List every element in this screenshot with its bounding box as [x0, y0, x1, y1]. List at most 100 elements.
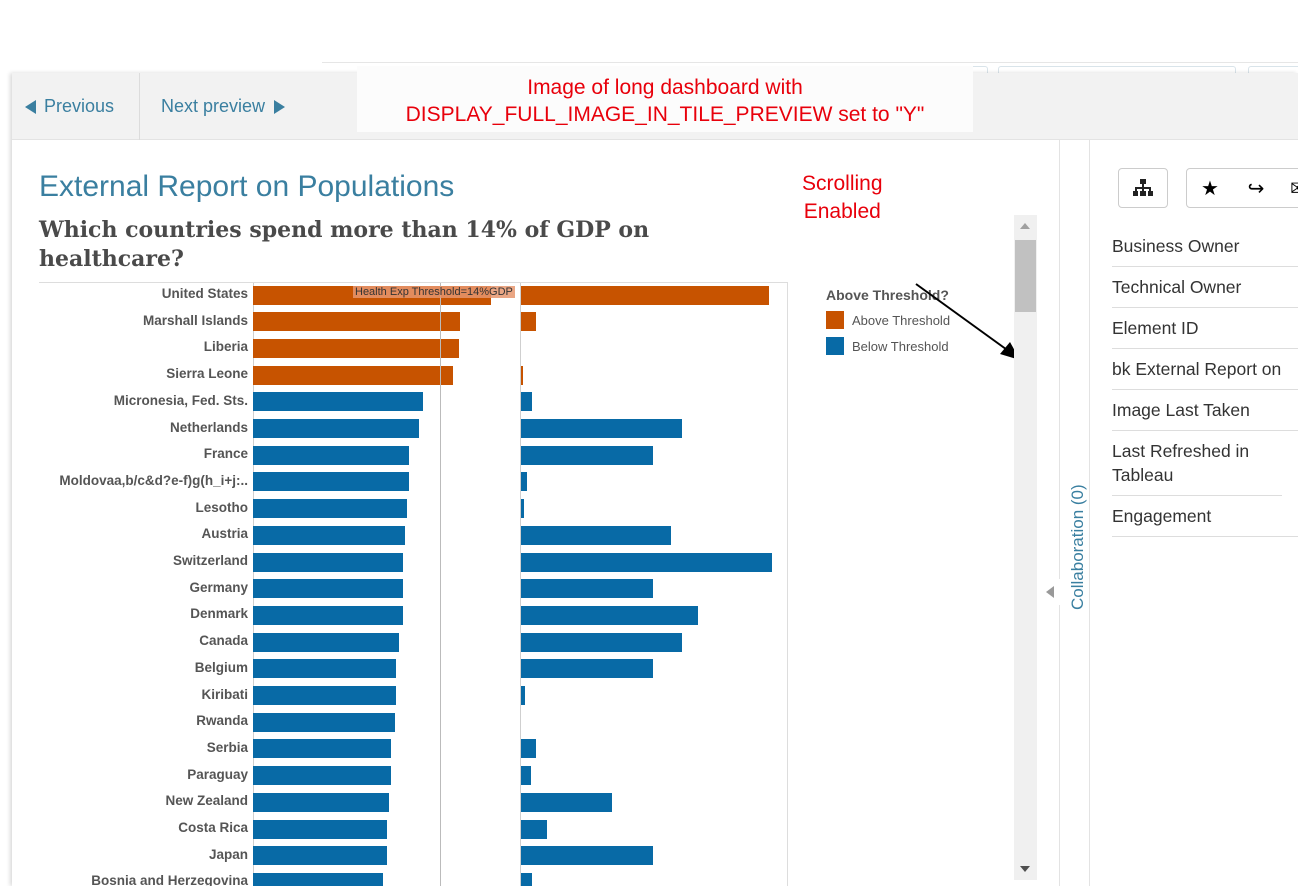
bar-pct-gdp[interactable] [253, 766, 391, 786]
hierarchy-button[interactable] [1118, 168, 1168, 208]
bar-secondary[interactable] [521, 285, 769, 305]
email-button[interactable]: ✉ [1279, 168, 1298, 208]
metadata-business-owner[interactable]: Business Owner [1112, 226, 1298, 267]
bar-secondary[interactable] [521, 686, 525, 705]
row-label: Austria [201, 526, 248, 542]
legend-item-above[interactable]: Above Threshold [826, 307, 950, 333]
bar-secondary[interactable] [521, 579, 653, 599]
bar-secondary[interactable] [521, 419, 682, 438]
bar-secondary[interactable] [521, 552, 772, 572]
star-icon: ★ [1201, 177, 1219, 200]
legend-title: Above Threshold? [826, 287, 949, 303]
bar-pct-gdp[interactable] [253, 686, 396, 705]
bar-chart: United States Marshall Islands Liberia Sier… [39, 282, 788, 886]
vertical-scrollbar[interactable] [1014, 215, 1037, 880]
bar-pct-gdp[interactable] [253, 846, 387, 866]
bar-pct-gdp[interactable] [253, 552, 403, 572]
row-label: Lesotho [195, 499, 249, 515]
bar-secondary[interactable] [521, 392, 533, 412]
scroll-note-line-1: Scrolling [802, 172, 883, 195]
metadata-list: Business Owner Technical Owner Element I… [1112, 226, 1298, 537]
metadata-element-id[interactable]: Element ID [1112, 308, 1298, 349]
dashboard-preview: External Report on Populations Which cou… [12, 140, 1060, 886]
row-label: Liberia [203, 339, 248, 355]
bar-pct-gdp[interactable] [253, 338, 459, 358]
favorite-button[interactable]: ★ [1186, 168, 1234, 208]
collaboration-label: Collaboration (0) [1068, 484, 1087, 610]
bar-pct-gdp[interactable] [253, 419, 419, 438]
bar-secondary[interactable] [521, 819, 548, 839]
row-label: Canada [199, 633, 248, 649]
bar-pct-gdp[interactable] [253, 392, 423, 412]
bar-secondary[interactable] [521, 312, 537, 332]
row-label: Micronesia, Fed. Sts. [113, 392, 248, 408]
bar-pct-gdp[interactable] [253, 365, 454, 385]
bar-pct-gdp[interactable] [253, 472, 410, 492]
bar-secondary[interactable] [521, 766, 532, 786]
metadata-technical-owner[interactable]: Technical Owner [1112, 267, 1298, 308]
report-title: External Report on Populations [39, 170, 455, 203]
annotation-line-1: Image of long dashboard with [527, 76, 803, 99]
caret-right-icon [274, 99, 286, 114]
bar-pct-gdp[interactable] [253, 659, 396, 679]
bar-secondary[interactable] [521, 525, 672, 545]
legend-label: Below Threshold [852, 338, 949, 354]
hierarchy-icon [1133, 179, 1153, 196]
bar-pct-gdp[interactable] [253, 712, 395, 732]
preview-modal: Previous Next preview Image of long dash… [12, 66, 1298, 886]
bar-secondary[interactable] [521, 445, 653, 465]
next-label: Next preview [161, 96, 266, 116]
scroll-annotation: Scrolling Enabled [802, 170, 883, 226]
annotation-arrow-icon [915, 283, 1020, 360]
background-tab [1248, 66, 1298, 76]
bar-secondary[interactable] [521, 792, 613, 812]
bar-secondary[interactable] [521, 846, 653, 866]
scrollbar-thumb[interactable] [1015, 240, 1036, 312]
scroll-down-icon[interactable] [1020, 866, 1030, 872]
bar-secondary[interactable] [521, 632, 682, 652]
legend-swatch [826, 311, 844, 329]
collapse-panel-button[interactable] [1040, 579, 1060, 605]
bar-pct-gdp[interactable] [253, 312, 461, 332]
row-label: Sierra Leone [166, 366, 248, 382]
previous-button[interactable]: Previous [12, 73, 140, 140]
legend-item-below[interactable]: Below Threshold [826, 333, 950, 359]
bar-secondary[interactable] [521, 365, 524, 385]
bar-secondary[interactable] [521, 472, 528, 492]
background-tab [998, 66, 1236, 76]
bar-pct-gdp[interactable] [253, 579, 403, 599]
bar-secondary[interactable] [521, 872, 533, 886]
row-label: Japan [208, 846, 248, 862]
bar-pct-gdp[interactable] [253, 792, 390, 812]
bar-secondary[interactable] [521, 739, 537, 759]
next-preview-button[interactable]: Next preview [140, 73, 350, 140]
row-label: Switzerland [172, 553, 248, 568]
row-label: Serbia [206, 739, 248, 755]
bar-secondary[interactable] [521, 605, 698, 625]
bar-pct-gdp[interactable] [253, 445, 410, 465]
bar-secondary[interactable] [521, 499, 524, 519]
metadata-engagement[interactable]: Engagement [1112, 496, 1298, 537]
row-label: Bosnia and Herzegovina [91, 873, 248, 886]
bar-pct-gdp[interactable] [253, 739, 391, 759]
share-button[interactable]: ↪ [1233, 168, 1280, 208]
legend: Above Threshold? Above Threshold Below T… [826, 287, 950, 359]
metadata-last-refreshed[interactable]: Last Refreshed in Tableau [1112, 431, 1282, 496]
metadata-bk-name[interactable]: bk External Report on [1112, 349, 1298, 390]
row-label: Costa Rica [178, 820, 248, 835]
legend-swatch [826, 337, 844, 355]
bar-pct-gdp[interactable] [253, 605, 403, 625]
bar-pct-gdp[interactable] [253, 499, 407, 519]
bar-pct-gdp[interactable] [253, 525, 406, 545]
row-label: Rwanda [196, 713, 248, 729]
row-label: France [203, 446, 248, 462]
collaboration-tab[interactable]: Collaboration (0) [1060, 140, 1090, 886]
bar-pct-gdp[interactable] [253, 872, 383, 886]
bar-pct-gdp[interactable] [253, 632, 399, 652]
envelope-icon: ✉ [1290, 176, 1298, 201]
bar-secondary[interactable] [521, 659, 653, 679]
background-toolbar [322, 62, 1298, 74]
bar-pct-gdp[interactable] [253, 819, 387, 839]
scroll-up-icon[interactable] [1020, 223, 1030, 229]
metadata-image-last-taken[interactable]: Image Last Taken [1112, 390, 1298, 431]
